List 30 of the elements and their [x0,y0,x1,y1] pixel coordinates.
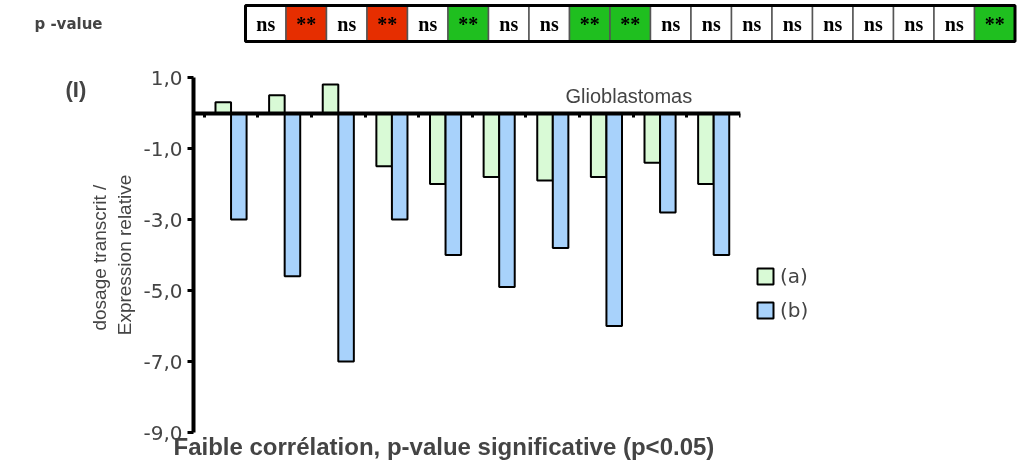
legend-label: (a) [780,264,808,288]
category-label: ns [742,12,762,35]
category-label: ** [579,12,600,35]
y-tick-label: -3,0 [143,207,183,232]
category-label: ns [863,12,883,35]
category-label: ** [984,12,1005,35]
category-label: ns [418,12,438,35]
category-label: ns [944,12,964,35]
category-label: ns [539,12,559,35]
category-label: ns [256,12,276,35]
category-label: ** [620,12,641,35]
y-tick-label: 1,0 [150,65,183,90]
category-label: ns [337,12,357,35]
category-label: ns [499,12,519,35]
annotation: Glioblastomas [565,85,693,107]
category-label: ns [661,12,681,35]
category-label: ns [701,12,721,35]
category-label: ** [296,12,317,35]
text: (I) [65,77,87,102]
category-label: ns [904,12,924,35]
text: p -value [34,14,103,33]
legend-label: (b) [780,298,809,322]
y-axis-title: dosage transcrit / Expression relative [89,174,136,336]
y-tick-label: -1,0 [143,136,183,161]
category-label: ** [377,12,398,35]
category-label: ns [823,12,843,35]
y-tick-label: -7,0 [143,349,183,374]
y-tick-label: -5,0 [143,278,183,303]
category-label: ns [782,12,802,35]
category-label: ** [458,12,479,35]
